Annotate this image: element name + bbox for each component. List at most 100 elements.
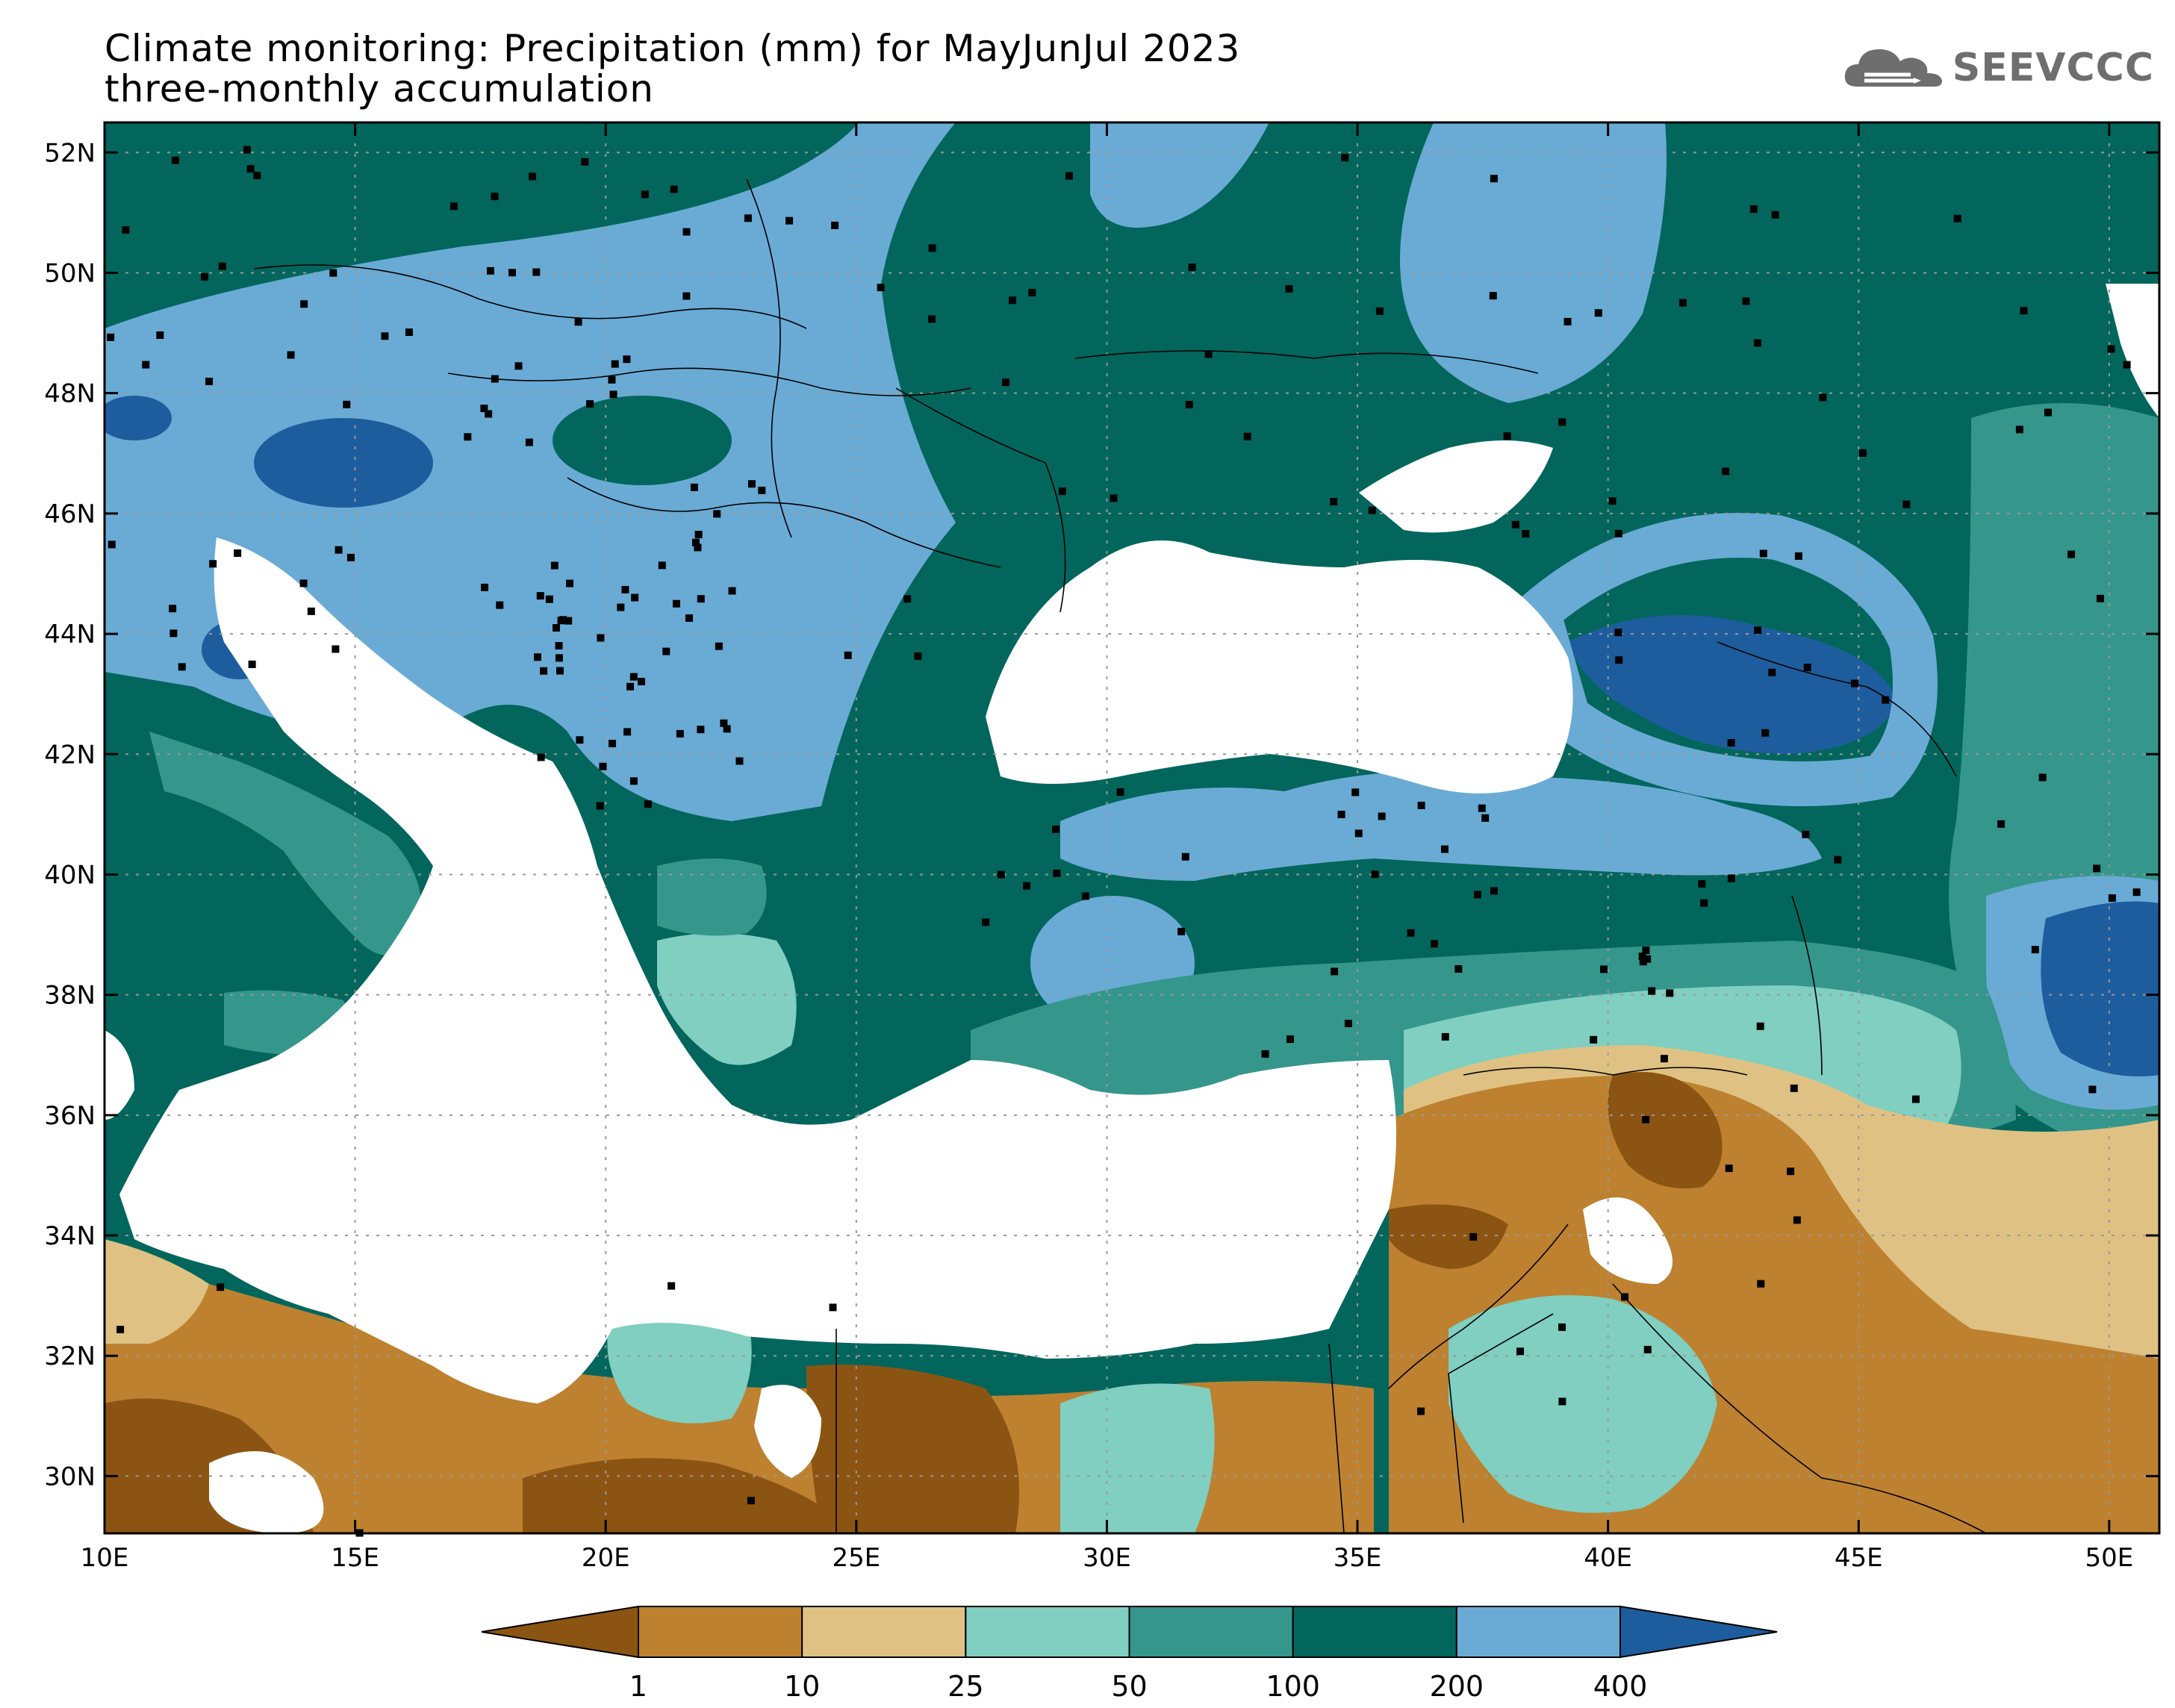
no-data-area-libya bbox=[209, 1451, 324, 1533]
station-marker bbox=[697, 726, 705, 734]
country-borders bbox=[253, 178, 1987, 1534]
station-marker bbox=[2108, 894, 2116, 903]
station-marker bbox=[299, 579, 308, 587]
precip-zone-very-dry-syria bbox=[1608, 1072, 1723, 1188]
station-marker bbox=[1116, 788, 1124, 797]
station-marker bbox=[831, 221, 839, 229]
station-marker bbox=[682, 228, 691, 236]
station-marker bbox=[611, 360, 619, 368]
station-marker bbox=[307, 607, 315, 615]
station-marker bbox=[555, 642, 563, 650]
station-marker bbox=[1181, 853, 1189, 861]
lon-tick-label: 10E bbox=[81, 1543, 129, 1573]
precip-zone-light-teal-egypt bbox=[1060, 1383, 1215, 1533]
station-marker bbox=[209, 560, 217, 568]
station-marker bbox=[574, 318, 582, 326]
station-marker bbox=[1757, 1280, 1765, 1288]
station-marker bbox=[747, 480, 756, 488]
station-marker bbox=[1416, 1407, 1425, 1415]
lon-tick-label: 15E bbox=[331, 1543, 379, 1573]
station-marker bbox=[1787, 1168, 1795, 1176]
station-marker bbox=[1794, 552, 1802, 560]
no-data-area-caspian bbox=[2106, 284, 2159, 418]
station-marker bbox=[332, 645, 340, 653]
station-marker bbox=[1563, 317, 1572, 325]
station-marker bbox=[690, 483, 698, 491]
station-marker bbox=[785, 216, 794, 225]
station-marker bbox=[1643, 1345, 1652, 1353]
station-marker bbox=[1638, 953, 1646, 961]
station-marker bbox=[178, 663, 186, 671]
station-marker bbox=[2123, 361, 2131, 369]
station-marker bbox=[1698, 880, 1706, 888]
station-marker bbox=[1511, 520, 1519, 529]
lat-tick-label: 48N bbox=[44, 379, 96, 409]
station-marker bbox=[670, 185, 678, 193]
precip-zone-light-blue-caucasus-ring bbox=[1512, 513, 1938, 806]
station-marker bbox=[697, 595, 705, 603]
axis-labels: 10E 15E 20E 25E 30E 35E 40E 45E 50E 52N 50N 48N 46N 4… bbox=[44, 138, 2133, 1573]
colorbar-segment bbox=[801, 1606, 967, 1658]
lat-tick-label: 34N bbox=[44, 1221, 96, 1251]
station-marker bbox=[491, 193, 499, 201]
station-marker bbox=[1001, 378, 1009, 387]
colorbar-segment bbox=[638, 1606, 803, 1658]
station-marker bbox=[200, 272, 208, 281]
station-marker bbox=[1344, 1020, 1352, 1028]
station-marker bbox=[928, 315, 936, 323]
colorbar-min-arrow bbox=[481, 1605, 639, 1659]
station-marker bbox=[1558, 1323, 1566, 1331]
station-marker bbox=[1473, 891, 1481, 899]
station-marker bbox=[1558, 418, 1566, 426]
lon-tick-label: 20E bbox=[582, 1543, 630, 1573]
map-frame bbox=[103, 121, 2161, 1535]
colorbar-label: 400 bbox=[1593, 1670, 1648, 1703]
station-marker bbox=[1725, 1165, 1733, 1173]
colorbar-max-arrow bbox=[1619, 1605, 1778, 1659]
station-marker bbox=[1803, 664, 1811, 672]
station-marker bbox=[486, 267, 494, 275]
station-marker bbox=[682, 292, 691, 300]
station-marker bbox=[2031, 946, 2039, 954]
map-fields bbox=[105, 122, 2159, 1533]
station-marker bbox=[346, 553, 355, 561]
lat-tick-label: 52N bbox=[44, 138, 96, 168]
station-marker bbox=[1858, 449, 1867, 457]
station-marker bbox=[1204, 350, 1213, 358]
station-marker bbox=[1378, 812, 1386, 820]
precip-zone-teal-italy bbox=[149, 732, 422, 956]
station-marker bbox=[566, 579, 574, 587]
station-marker bbox=[641, 190, 649, 199]
station-marker bbox=[108, 540, 116, 549]
station-marker bbox=[744, 214, 752, 222]
station-marker bbox=[1756, 1022, 1764, 1030]
station-marker bbox=[735, 757, 744, 765]
station-marker bbox=[1615, 656, 1623, 664]
station-marker bbox=[1558, 1397, 1566, 1406]
station-marker bbox=[537, 753, 545, 761]
station-marker bbox=[1516, 1347, 1525, 1356]
station-marker bbox=[550, 561, 558, 570]
station-marker bbox=[525, 438, 533, 446]
station-marker bbox=[169, 629, 178, 638]
station-marker bbox=[1771, 211, 1779, 219]
station-marker bbox=[1185, 400, 1193, 408]
colorbar-segment bbox=[1128, 1606, 1294, 1658]
station-marker bbox=[668, 1282, 676, 1290]
station-marker bbox=[1614, 629, 1622, 637]
station-marker bbox=[694, 543, 702, 552]
precip-zone-light-dry-tunisia bbox=[105, 1239, 209, 1344]
colorbar-label: 25 bbox=[948, 1670, 983, 1703]
station-marker bbox=[1028, 288, 1036, 296]
station-marker bbox=[553, 624, 561, 632]
lat-tick-label: 32N bbox=[44, 1341, 96, 1371]
lat-tick-label: 30N bbox=[44, 1462, 96, 1492]
station-marker bbox=[599, 762, 607, 770]
sea-west-edge bbox=[105, 1030, 134, 1120]
colorbar-label: 10 bbox=[784, 1670, 820, 1703]
station-marker bbox=[1286, 1035, 1294, 1044]
station-marker bbox=[536, 592, 544, 600]
station-marker bbox=[1911, 1095, 1920, 1103]
precip-zone-dark-blue-caucasus bbox=[1568, 615, 1896, 754]
station-marker bbox=[1009, 296, 1017, 305]
